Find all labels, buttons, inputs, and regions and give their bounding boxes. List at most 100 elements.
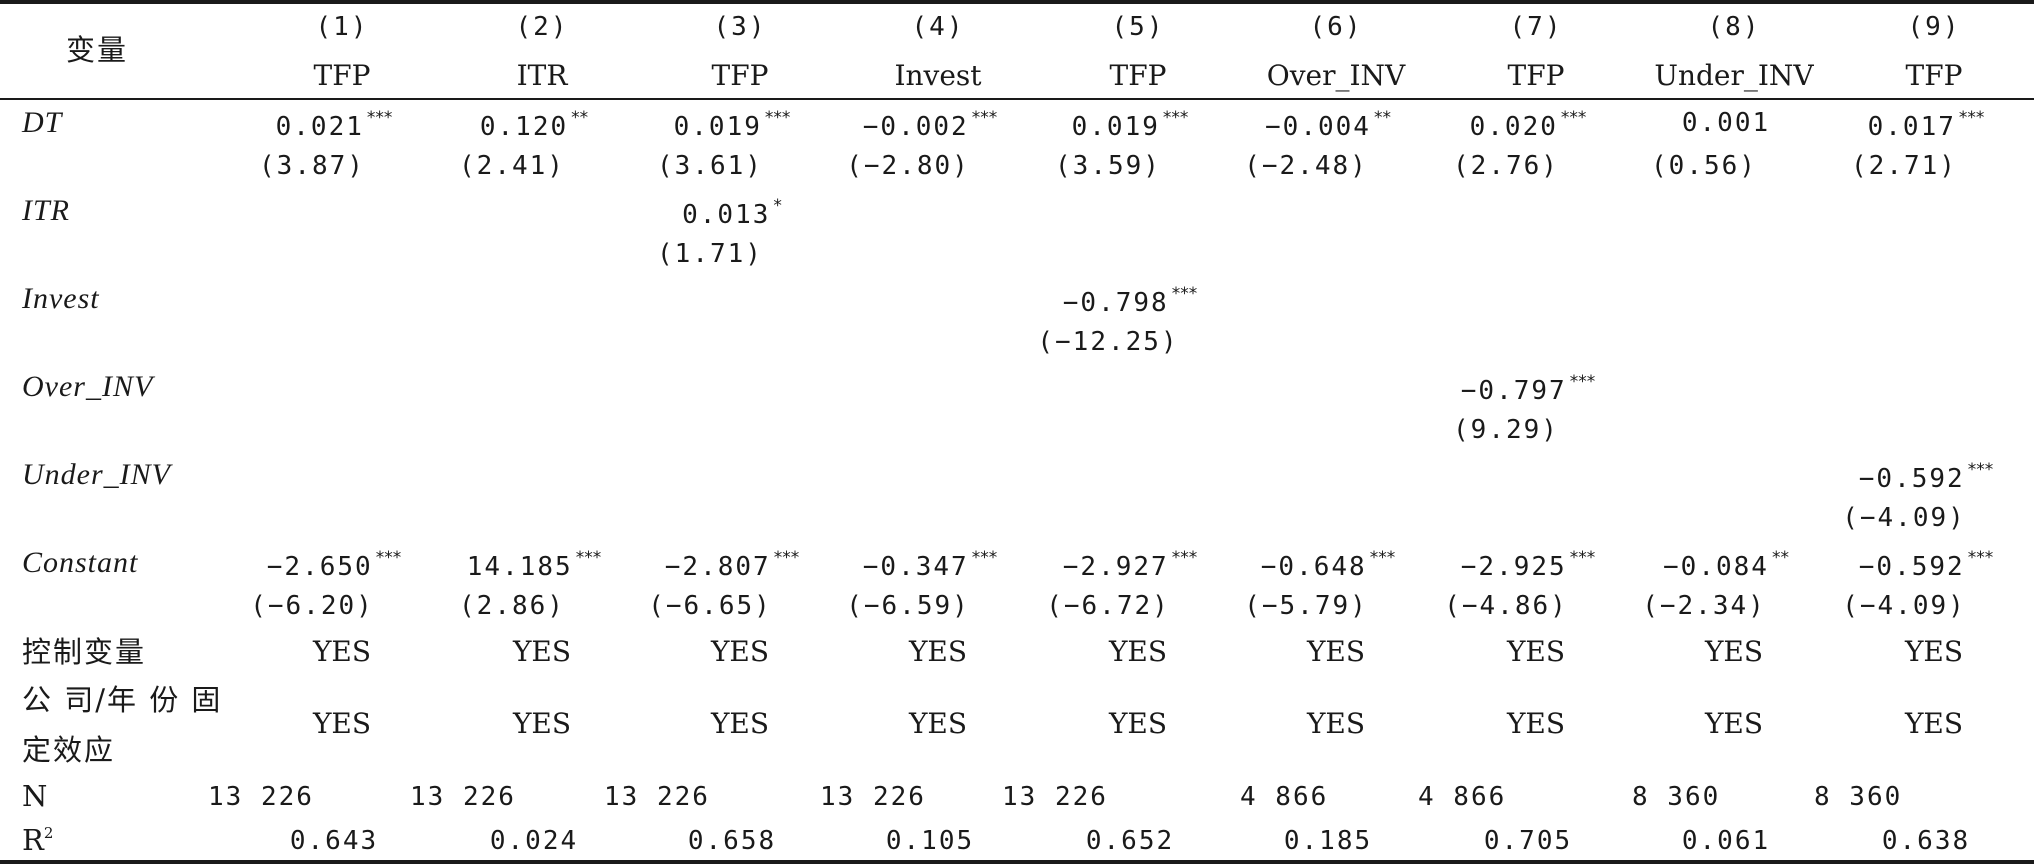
coef-cell: 0.019 ***	[1035, 110, 1225, 141]
coef-value: 0.021	[275, 112, 364, 142]
significance-stars: **	[1373, 108, 1391, 128]
coef-cell: −2.650 ***	[239, 548, 429, 581]
header-col-var: Under_INV	[1654, 59, 1814, 92]
header-col-var: Invest	[894, 59, 982, 92]
controls-value: YES	[1108, 635, 1168, 668]
t-stat-cell: (−4.09)	[1842, 503, 1966, 533]
coef-cell: 0.017 ***	[1831, 110, 2021, 142]
header-col-var: Over_INV	[1266, 59, 1406, 92]
coef-cell: 0.120 **	[439, 110, 629, 142]
coef-value: 0.019	[673, 112, 762, 142]
header-col-number: (3)	[713, 12, 767, 42]
t-stat-cell: (9.29)	[1453, 415, 1559, 445]
coef-value: 0.017	[1867, 112, 1956, 142]
row-label: Under_INV	[22, 458, 171, 491]
t-stat-cell: (2.86)	[459, 591, 565, 621]
significance-stars: ***	[375, 548, 402, 568]
fixed-effects-value: YES	[1306, 707, 1366, 740]
coef-cell: −0.648 ***	[1233, 548, 1423, 582]
coef-cell: 0.001	[1631, 110, 1821, 136]
t-stat-cell: (0.56)	[1651, 151, 1757, 181]
significance-stars: ***	[1369, 548, 1396, 568]
t-stat-cell: (−6.72)	[1046, 591, 1170, 621]
r2-value: 0.643	[289, 826, 379, 856]
significance-stars: ***	[575, 548, 602, 568]
n-value: 4 866	[1240, 782, 1329, 812]
n-value: 8 360	[1814, 782, 1903, 812]
row-label: Invest	[22, 282, 100, 315]
row-label: DT	[22, 106, 63, 139]
fixed-effects-value: YES	[1704, 707, 1764, 740]
significance-stars: ***	[1560, 108, 1587, 128]
t-stat-cell: (−4.09)	[1842, 591, 1966, 621]
n-value: 13 226	[820, 782, 926, 812]
header-col-number: (2)	[515, 12, 569, 42]
coef-value: −0.648	[1260, 552, 1367, 582]
header-col-var: TFP	[1109, 59, 1167, 92]
t-stat-cell: (−6.65)	[648, 591, 772, 621]
significance-stars: **	[1771, 548, 1789, 568]
header-col-number: (9)	[1907, 12, 1961, 42]
t-stat-cell: (−2.48)	[1244, 151, 1368, 181]
significance-stars: ***	[773, 548, 800, 568]
controls-value: YES	[312, 635, 372, 668]
t-stat-cell: (2.41)	[459, 151, 565, 181]
controls-value: YES	[1704, 635, 1764, 668]
significance-stars: ***	[1967, 460, 1994, 480]
coef-cell: −2.925 ***	[1433, 550, 1623, 582]
t-stat-cell: (−2.34)	[1642, 591, 1766, 621]
coef-cell: 0.021 ***	[239, 108, 429, 142]
t-stat-cell: (3.87)	[259, 151, 365, 181]
significance-stars: *	[773, 196, 782, 216]
r2-value: 0.105	[885, 826, 975, 856]
row-label: Constant	[22, 546, 139, 579]
coef-value: −2.925	[1460, 552, 1567, 582]
coef-value: 0.120	[479, 112, 569, 142]
n-label: N	[22, 779, 48, 813]
header-rule	[0, 98, 2034, 100]
header-col-var: ITR	[516, 59, 568, 92]
coef-cell: −0.347 ***	[835, 548, 1025, 582]
bottom-rule	[0, 860, 2034, 864]
fixed-effects-value: YES	[312, 707, 372, 740]
coef-cell: −0.592 ***	[1831, 550, 2021, 581]
r2-label-superscript: 2	[43, 824, 54, 842]
coef-cell: −0.592 ***	[1831, 460, 2021, 494]
n-value: 13 226	[208, 782, 314, 812]
coef-cell: −0.798 ***	[1035, 284, 1225, 317]
r2-value: 0.705	[1483, 826, 1573, 856]
r2-value: 0.061	[1681, 826, 1771, 856]
coef-value: −2.807	[664, 552, 771, 582]
fixed-effects-value: YES	[908, 707, 968, 740]
coef-value: 14.185	[466, 552, 573, 582]
coef-cell: −0.084 **	[1631, 548, 1821, 581]
r2-value: 0.658	[687, 826, 777, 856]
n-value: 13 226	[1002, 782, 1108, 812]
t-stat-cell: (2.71)	[1851, 151, 1957, 181]
coef-value: −0.592	[1858, 464, 1965, 494]
significance-stars: ***	[764, 108, 791, 128]
significance-stars: ***	[971, 548, 998, 568]
coef-cell: −0.797 ***	[1433, 374, 1623, 405]
n-value: 8 360	[1632, 782, 1721, 812]
r2-label-text: R	[22, 823, 44, 857]
controls-value: YES	[512, 635, 572, 668]
header-col-var: TFP	[313, 59, 371, 92]
t-stat-cell: (−6.20)	[250, 591, 374, 621]
controls-value: YES	[1904, 635, 1964, 668]
row-label: Over_INV	[22, 370, 154, 403]
controls-value: YES	[710, 635, 770, 668]
header-col-number: (8)	[1707, 12, 1761, 42]
coef-cell: −2.927 ***	[1035, 550, 1225, 582]
coef-value: −0.347	[862, 552, 969, 582]
header-variable-label: 变量	[66, 33, 129, 67]
significance-stars: ***	[1171, 284, 1198, 304]
fixed-effects-label-line1: 公 司/年 份 固	[22, 683, 223, 717]
significance-stars: ***	[366, 108, 393, 128]
header-col-number: (7)	[1509, 12, 1563, 42]
coef-value: −2.927	[1062, 552, 1169, 582]
controls-label: 控制变量	[22, 635, 147, 669]
coef-cell: 0.019 ***	[637, 108, 827, 142]
controls-value: YES	[908, 635, 968, 668]
